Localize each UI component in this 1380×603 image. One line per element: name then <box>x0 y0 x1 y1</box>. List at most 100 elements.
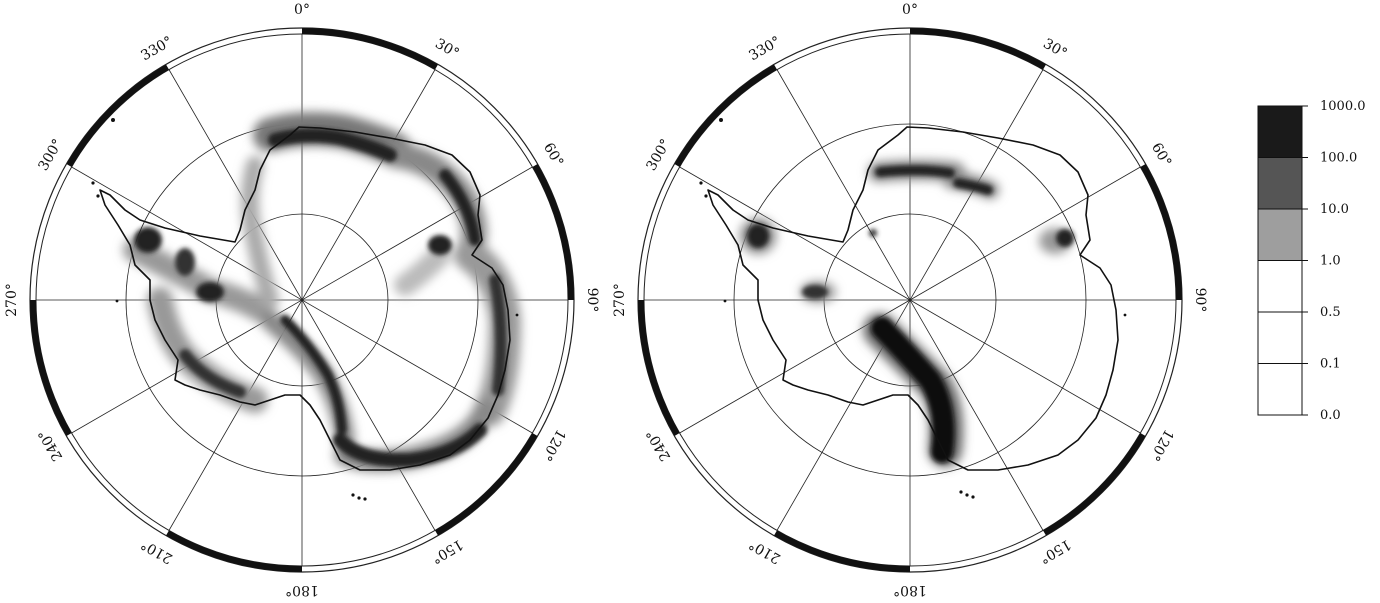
dark-core <box>1056 229 1074 247</box>
antarctica-coastline-left <box>99 126 511 471</box>
dark-core <box>179 349 246 398</box>
legend-level-label: 0.0 <box>1320 408 1341 423</box>
island <box>91 181 95 185</box>
frame-bar <box>301 28 438 70</box>
longitude-label: 30° <box>1040 36 1070 62</box>
frame-bar <box>1042 432 1146 536</box>
polar-map-right: 0° 30° 60° 90° 120° 150° 180° 210° 240° 270° 300° 3… <box>612 2 1208 598</box>
dark-core <box>268 128 397 162</box>
longitude-label: 0° <box>902 2 918 18</box>
longitude-label: 180° <box>893 582 927 598</box>
dark-core <box>875 165 955 178</box>
frame-bar <box>1140 164 1182 301</box>
longitude-label: 330° <box>138 33 175 64</box>
frame-bar <box>638 299 680 436</box>
shade-band <box>241 156 279 309</box>
dark-core <box>280 315 347 435</box>
frame-bar <box>434 432 538 536</box>
islands-left <box>91 118 519 501</box>
frame-bar <box>166 530 303 572</box>
frame-bar <box>30 299 72 436</box>
legend-level-label: 100.0 <box>1320 151 1357 166</box>
longitude-label: 120° <box>538 426 569 463</box>
longitude-label: 270° <box>4 283 20 317</box>
longitude-label: 90° <box>1192 288 1208 313</box>
island <box>96 194 100 198</box>
frame-bar <box>532 164 574 301</box>
dark-core <box>428 235 452 255</box>
island <box>699 181 703 185</box>
longitude-label: 240° <box>643 426 674 463</box>
frame-bar <box>66 64 170 168</box>
dark-core <box>869 229 877 237</box>
longitude-label: 150° <box>428 536 465 567</box>
longitude-label: 30° <box>432 36 462 62</box>
longitude-label: 60° <box>1148 140 1174 170</box>
legend-level-label: 10.0 <box>1320 202 1349 217</box>
frame-bar <box>774 530 911 572</box>
dark-core <box>196 282 224 302</box>
islands-right <box>699 118 1127 499</box>
dark-core <box>175 248 195 276</box>
legend-swatch <box>1257 208 1303 261</box>
dark-core <box>333 423 487 468</box>
legend-swatch <box>1257 157 1303 210</box>
dark-core <box>134 227 162 253</box>
legend-swatch <box>1257 311 1303 364</box>
longitude-label: 330° <box>746 33 783 64</box>
dark-cores-left <box>134 128 507 468</box>
shade-band <box>394 244 451 296</box>
longitude-label: 270° <box>612 283 628 317</box>
longitude-label: 150° <box>1036 536 1073 567</box>
dark-cores-right <box>747 165 1074 463</box>
longitude-label: 180° <box>285 582 319 598</box>
dark-core <box>871 317 955 463</box>
island <box>723 299 727 303</box>
meridians-right <box>644 34 1176 566</box>
island <box>515 313 519 317</box>
longitude-label: 120° <box>1146 426 1177 463</box>
dark-core <box>953 178 993 195</box>
longitude-label: 240° <box>35 426 66 463</box>
island <box>704 194 708 198</box>
legend-swatch <box>1257 260 1303 313</box>
island <box>357 496 361 500</box>
frame-right <box>637 27 1183 573</box>
island <box>965 493 969 497</box>
color-legend: 1000.0 100.0 10.0 1.0 0.5 0.1 0.0 <box>1257 99 1366 423</box>
legend-level-label: 1.0 <box>1320 254 1341 269</box>
legend-swatch <box>1257 105 1303 158</box>
antarctica-coastline-right <box>707 126 1119 471</box>
frame-bars-left <box>30 28 574 572</box>
island <box>971 495 975 499</box>
dark-core <box>489 274 507 396</box>
island <box>115 299 119 303</box>
frame-bar <box>674 64 778 168</box>
longitude-label: 60° <box>540 140 566 170</box>
shade-band <box>147 287 268 413</box>
island <box>363 497 367 501</box>
dark-core <box>747 224 769 248</box>
island <box>351 493 355 497</box>
legend-level-label: 1000.0 <box>1320 99 1366 114</box>
meridian-line <box>776 69 1044 531</box>
longitude-label: 0° <box>294 2 310 18</box>
frame-bars-right <box>638 28 1182 572</box>
longitude-label: 210° <box>138 536 175 567</box>
polar-map-left: 0° 30° 60° 90° 120° 150° 180° 210° 240° 270° 300° 3… <box>4 2 600 598</box>
longitude-label: 210° <box>746 536 783 567</box>
legend-swatch <box>1257 363 1303 416</box>
legend-level-label: 0.1 <box>1320 357 1341 372</box>
legend-level-label: 0.5 <box>1320 305 1341 320</box>
shading-right <box>740 160 1071 467</box>
longitude-label: 90° <box>584 288 600 313</box>
island <box>111 118 115 122</box>
frame-bar <box>909 28 1046 70</box>
island <box>1123 313 1127 317</box>
dark-core <box>802 285 828 299</box>
longitude-label: 300° <box>643 136 674 173</box>
island <box>719 118 723 122</box>
dark-core <box>439 169 481 246</box>
longitude-label: 300° <box>35 136 66 173</box>
